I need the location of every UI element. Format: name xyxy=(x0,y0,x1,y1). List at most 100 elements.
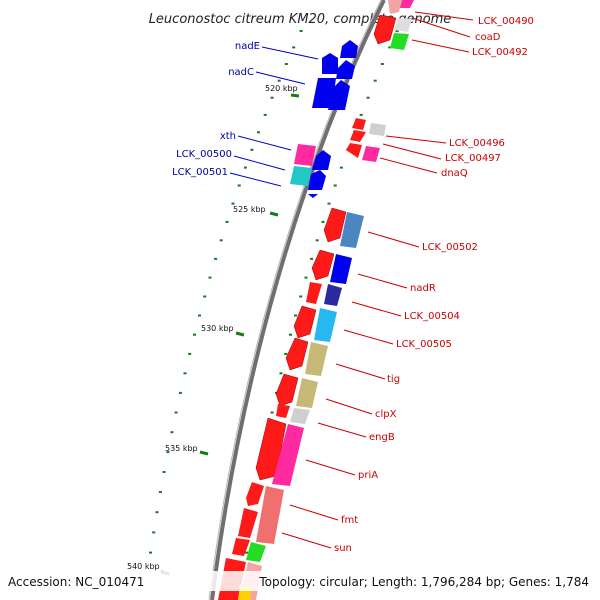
gene-feature xyxy=(290,166,312,186)
gene-feature xyxy=(323,207,347,243)
minor-tick-dot xyxy=(219,239,223,242)
minor-tick-dot xyxy=(366,96,370,99)
gene-feature xyxy=(369,123,386,136)
minor-tick-dot xyxy=(395,30,399,32)
gene-label-coaD: coaD xyxy=(475,32,501,43)
gene-feature xyxy=(306,282,322,304)
minor-tick-dot xyxy=(243,166,247,169)
minor-tick-dot xyxy=(183,372,187,375)
minor-tick-dot xyxy=(373,79,377,82)
gene-feature xyxy=(296,378,318,408)
minor-tick-dot xyxy=(193,333,196,336)
gene-label-LCK_00502: LCK_00502 xyxy=(422,242,478,253)
minor-tick-dot xyxy=(380,63,384,65)
minor-tick-dot xyxy=(388,46,392,49)
gene-feature xyxy=(272,424,304,486)
right-gene-labels: LCK_00490 coaD LCK_00492 LCK_00496 LCK_0… xyxy=(334,16,534,554)
gene-feature xyxy=(346,143,362,158)
gene-feature xyxy=(238,508,258,538)
gene-label-sun: sun xyxy=(334,543,352,554)
gene-feature xyxy=(308,170,326,190)
gene-feature xyxy=(388,0,402,14)
left-leader-lines xyxy=(229,46,319,187)
gene-label-fmt: fmt xyxy=(341,515,358,526)
gene-label-priA: priA xyxy=(358,470,378,481)
tick-mark xyxy=(290,93,300,98)
minor-tick-dot xyxy=(162,471,166,473)
minor-tick-dot xyxy=(333,184,337,187)
gene-feature xyxy=(232,538,250,556)
gene-feature xyxy=(330,254,352,284)
gene-feature xyxy=(246,482,264,506)
minor-tick-dot xyxy=(304,276,308,279)
minor-tick-dot xyxy=(231,202,235,205)
gene-feature xyxy=(305,342,328,376)
gene-feature xyxy=(314,308,337,342)
minor-tick-dot xyxy=(339,166,343,169)
gene-feature xyxy=(293,305,317,339)
gene-feature xyxy=(255,417,287,481)
minor-tick-dot xyxy=(174,411,178,414)
gene-feature xyxy=(312,150,331,170)
gene-label-LCK_00490: LCK_00490 xyxy=(478,16,534,27)
minor-tick-dot xyxy=(178,391,182,394)
gene-feature xyxy=(400,0,414,8)
tick-label-530: 530 kbp xyxy=(201,324,234,333)
tick-label-520: 520 kbp xyxy=(265,84,298,93)
tick-label-525: 525 kbp xyxy=(233,205,266,214)
topology-text: Topology: circular; Length: 1,796,284 bp… xyxy=(258,575,589,589)
minor-tick-dot xyxy=(198,314,201,317)
gene-feature xyxy=(256,486,284,544)
minor-tick-dot xyxy=(321,220,325,223)
gene-label-nadC: nadC xyxy=(228,67,254,78)
minor-tick-dot xyxy=(149,551,152,554)
gene-feature xyxy=(373,14,397,45)
tick-label-535: 535 kbp xyxy=(165,444,198,453)
gene-label-nadE: nadE xyxy=(235,41,260,52)
minor-tick-dot xyxy=(188,352,192,355)
minor-tick-dot xyxy=(299,30,303,32)
gene-feature xyxy=(394,18,412,32)
minor-tick-dot xyxy=(310,257,314,260)
gene-feature xyxy=(246,542,266,562)
minor-tick-dot xyxy=(279,372,283,375)
minor-tick-dot xyxy=(158,491,162,494)
gene-feature xyxy=(322,53,338,74)
gene-label-LCK_00497: LCK_00497 xyxy=(445,153,501,164)
minor-tick-dot xyxy=(270,411,274,414)
gene-feature xyxy=(308,194,318,198)
gene-feature xyxy=(311,249,335,281)
minor-tick-dot xyxy=(289,333,292,336)
gene-label-clpX: clpX xyxy=(375,409,397,420)
tick-mark xyxy=(199,450,209,456)
gene-feature xyxy=(328,80,350,110)
gene-label-LCK_00496: LCK_00496 xyxy=(449,138,505,149)
minor-tick-dot xyxy=(257,131,260,134)
minor-tick-dot xyxy=(277,79,281,82)
minor-tick-dot xyxy=(294,314,297,317)
minor-tick-dot xyxy=(270,96,274,99)
minor-tick-dot xyxy=(152,531,156,534)
minor-tick-dot xyxy=(245,551,248,554)
minor-tick-dot xyxy=(327,202,331,205)
gene-feature xyxy=(336,60,355,79)
gene-label-LCK_00501: LCK_00501 xyxy=(172,167,228,178)
minor-tick-dot xyxy=(225,220,229,223)
minor-tick-dot xyxy=(166,451,170,454)
left-gene-labels: nadE nadC xth LCK_00500 LCK_00501 xyxy=(172,41,260,178)
gene-feature xyxy=(352,118,366,130)
gene-label-engB: engB xyxy=(369,432,395,443)
gene-feature xyxy=(324,284,342,306)
gene-label-LCK_00500: LCK_00500 xyxy=(176,149,232,160)
minor-tick-dot xyxy=(203,295,207,298)
gene-feature xyxy=(275,373,299,407)
gene-feature xyxy=(285,337,309,371)
minor-tick-dot xyxy=(284,63,288,65)
gene-feature xyxy=(350,130,366,142)
minor-tick-dot xyxy=(250,148,254,151)
minor-tick-dot xyxy=(170,431,174,434)
minor-tick-dot xyxy=(359,113,363,116)
gene-feature xyxy=(340,40,358,58)
